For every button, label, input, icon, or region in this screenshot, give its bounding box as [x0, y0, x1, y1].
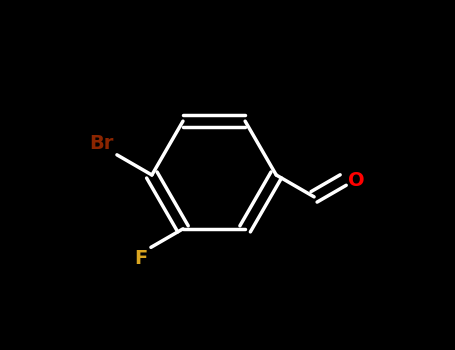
Text: F: F — [134, 249, 147, 268]
Text: Br: Br — [89, 134, 114, 153]
Text: O: O — [348, 170, 365, 190]
